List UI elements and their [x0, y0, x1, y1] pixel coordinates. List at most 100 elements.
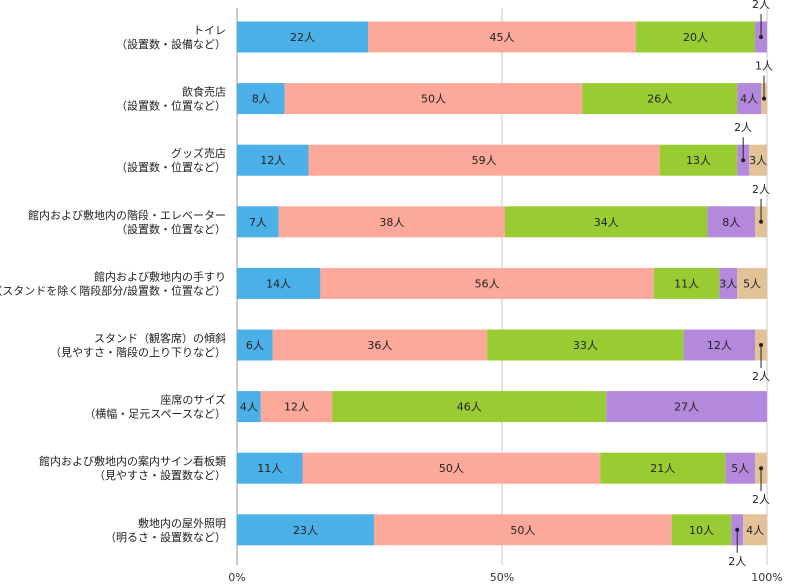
bar-segment — [719, 267, 738, 299]
x-tick-label: 50% — [490, 571, 514, 584]
data-label: 21人 — [650, 462, 675, 475]
callout-dot — [759, 219, 764, 224]
x-tick-label: 0% — [228, 571, 245, 584]
data-label: 12人 — [707, 339, 732, 352]
bar-segment — [737, 83, 762, 115]
data-label: 59人 — [472, 154, 497, 167]
data-label: 20人 — [683, 31, 708, 44]
bar-segment — [278, 206, 505, 238]
callout-label: 2人 — [752, 493, 770, 506]
data-label: 14人 — [266, 277, 291, 290]
callout-label: 2人 — [734, 121, 752, 134]
category-label: （スタンドを除く階段部分/設置数・位置など） — [0, 283, 226, 297]
bar-segment — [725, 452, 756, 484]
data-label: 4人 — [240, 401, 258, 414]
category-label: トイレ — [193, 24, 226, 37]
data-label: 8人 — [722, 216, 740, 229]
bar-segment — [237, 514, 374, 546]
x-tick-label: 100% — [751, 571, 782, 584]
data-label: 3人 — [719, 277, 737, 290]
data-label: 38人 — [379, 216, 404, 229]
bar-segment — [237, 452, 303, 484]
bar-segment — [606, 391, 767, 423]
data-label: 50人 — [510, 524, 535, 537]
bar-segment — [260, 391, 333, 423]
bar-segment — [368, 21, 636, 53]
bar-segment — [237, 21, 369, 53]
data-label: 5人 — [731, 462, 749, 475]
bar-segment — [332, 391, 607, 423]
data-label: 7人 — [249, 216, 267, 229]
category-label: （設置数・位置など） — [116, 160, 226, 174]
data-label: 22人 — [290, 31, 315, 44]
category-label: 館内および敷地内の階段・エレベーター — [28, 208, 226, 222]
data-label: 50人 — [421, 93, 446, 106]
bar-segment — [373, 514, 672, 546]
data-label: 56人 — [475, 277, 500, 290]
bar-segment — [272, 329, 488, 361]
data-label: 50人 — [439, 462, 464, 475]
bar-segment — [600, 452, 726, 484]
data-label: 6人 — [246, 339, 264, 352]
callout-label: 2人 — [752, 370, 770, 383]
bar-segment — [237, 206, 279, 238]
bar-segment — [504, 206, 708, 238]
bar-segment — [737, 267, 767, 299]
bar-segment — [707, 206, 756, 238]
data-label: 33人 — [573, 339, 598, 352]
callout-dot — [762, 96, 767, 101]
bar-segment — [683, 329, 756, 361]
bar-segment — [743, 514, 767, 546]
data-label: 27人 — [674, 401, 699, 414]
data-label: 12人 — [260, 154, 285, 167]
callout-label: 1人 — [755, 60, 773, 73]
category-label: （見やすさ・設置数など） — [94, 468, 226, 482]
bar-segment — [237, 267, 321, 299]
bar-segment — [237, 144, 309, 176]
category-label: 飲食売店 — [182, 85, 226, 99]
data-label: 23人 — [293, 524, 318, 537]
bar-segment — [671, 514, 732, 546]
bar-segment — [237, 83, 285, 115]
callout-dot — [759, 343, 764, 347]
callout-dot — [759, 466, 764, 471]
category-label: （設置数・位置など） — [116, 99, 226, 113]
bar-segment — [284, 83, 583, 115]
data-label: 8人 — [252, 93, 270, 106]
callout-label: 2人 — [752, 183, 770, 196]
bar-segment — [635, 21, 756, 53]
bar-segment — [237, 391, 261, 423]
data-label: 46人 — [457, 401, 482, 414]
bar-segment — [582, 83, 738, 115]
bar-segment — [237, 329, 273, 361]
data-label: 45人 — [490, 31, 515, 44]
category-label: 館内および敷地内の手すり — [94, 269, 226, 283]
bar-segment — [487, 329, 684, 361]
category-label: スタンド（観客席）の傾斜 — [94, 331, 226, 345]
data-label: 26人 — [647, 93, 672, 106]
bar-segment — [320, 267, 654, 299]
data-label: 4人 — [746, 524, 764, 537]
category-label: 敷地内の屋外照明 — [138, 516, 226, 530]
category-label: （見やすさ・階段の上り下りなど） — [50, 345, 226, 359]
category-label: （横幅・足元スペースなど） — [84, 407, 226, 421]
data-label: 12人 — [284, 401, 309, 414]
callout-dot — [741, 158, 746, 163]
callout-label: 2人 — [728, 555, 746, 568]
data-label: 13人 — [686, 154, 711, 167]
data-label: 11人 — [257, 462, 282, 475]
callout-dot — [759, 35, 764, 39]
category-label: （設置数・位置など） — [116, 222, 226, 236]
callout-dot — [735, 527, 740, 532]
category-label: （明るさ・設置数など） — [105, 530, 226, 544]
data-label: 10人 — [689, 524, 714, 537]
category-label: 座席のサイズ — [160, 393, 226, 407]
data-label: 11人 — [674, 277, 699, 290]
bar-segment — [659, 144, 738, 176]
data-label: 5人 — [743, 277, 761, 290]
category-label: 館内および敷地内の案内サイン看板類 — [39, 454, 226, 468]
data-label: 36人 — [367, 339, 392, 352]
data-label: 4人 — [740, 93, 758, 106]
data-label: 3人 — [749, 154, 767, 167]
